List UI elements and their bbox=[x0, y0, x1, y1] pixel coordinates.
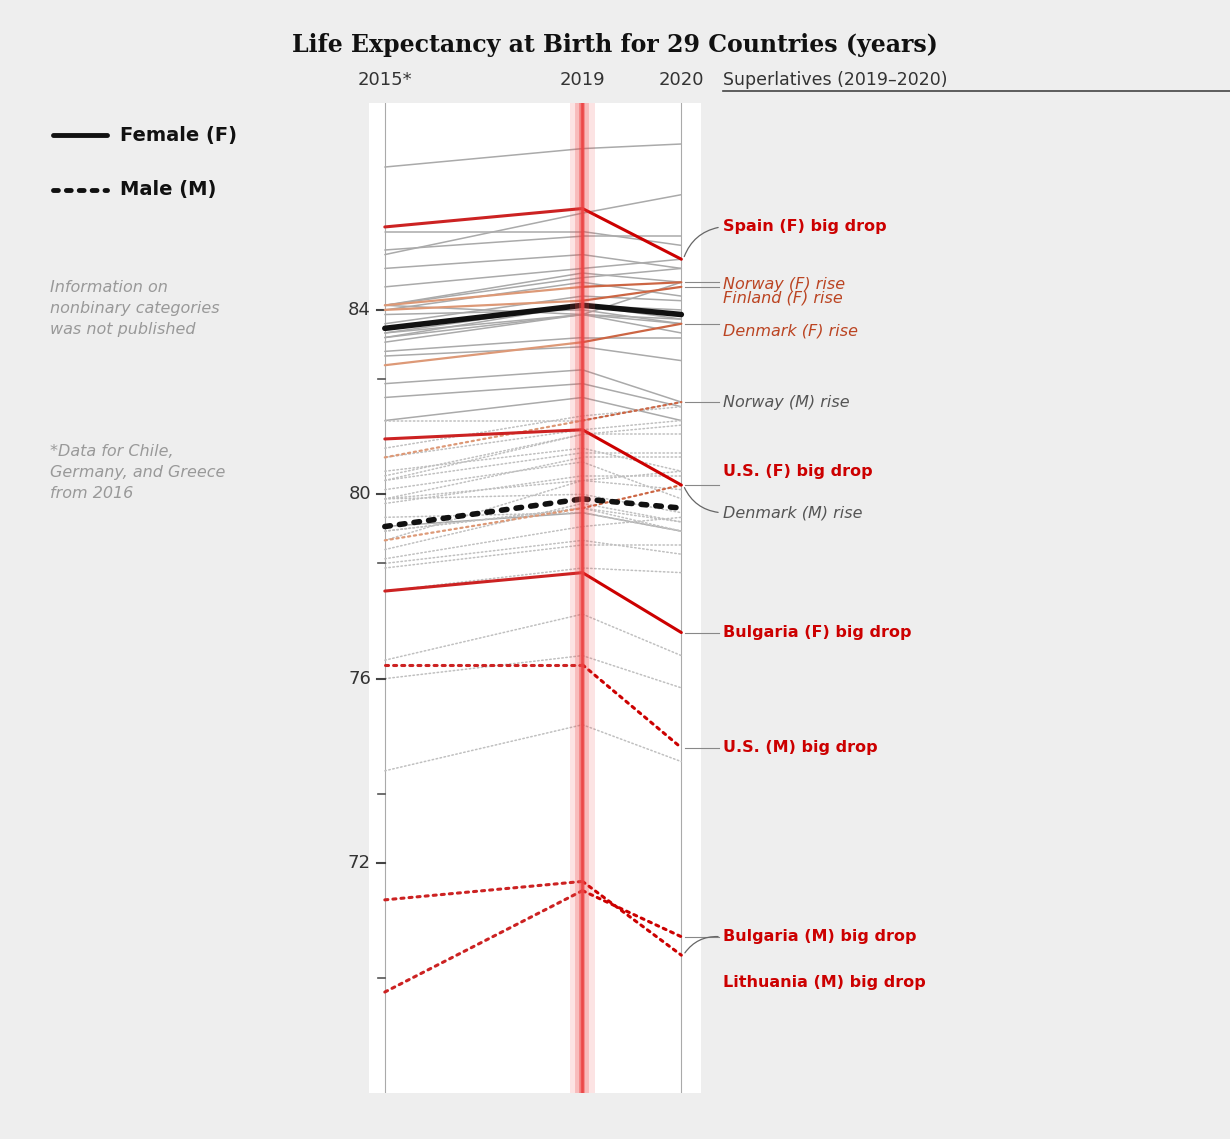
Text: Norway (F) rise: Norway (F) rise bbox=[723, 277, 845, 292]
Text: Norway (M) rise: Norway (M) rise bbox=[723, 394, 850, 410]
Text: Finland (F) rise: Finland (F) rise bbox=[723, 290, 843, 306]
Text: Denmark (F) rise: Denmark (F) rise bbox=[723, 323, 857, 338]
Text: 2019: 2019 bbox=[560, 71, 605, 89]
Text: Life Expectancy at Birth for 29 Countries (years): Life Expectancy at Birth for 29 Countrie… bbox=[292, 33, 938, 57]
Text: U.S. (M) big drop: U.S. (M) big drop bbox=[723, 740, 877, 755]
Text: U.S. (F) big drop: U.S. (F) big drop bbox=[723, 464, 872, 478]
Text: 76: 76 bbox=[348, 670, 371, 688]
Text: 72: 72 bbox=[348, 854, 371, 872]
Text: Superlatives (2019–2020): Superlatives (2019–2020) bbox=[723, 71, 947, 89]
Text: Female (F): Female (F) bbox=[121, 125, 237, 145]
Text: 80: 80 bbox=[348, 485, 371, 503]
Text: Bulgaria (F) big drop: Bulgaria (F) big drop bbox=[723, 625, 911, 640]
Text: 2020: 2020 bbox=[658, 71, 704, 89]
Text: Denmark (M) rise: Denmark (M) rise bbox=[723, 506, 862, 521]
Text: 84: 84 bbox=[348, 301, 371, 319]
Text: Male (M): Male (M) bbox=[121, 180, 216, 199]
Text: Bulgaria (M) big drop: Bulgaria (M) big drop bbox=[723, 929, 916, 944]
Text: Spain (F) big drop: Spain (F) big drop bbox=[723, 220, 887, 235]
Text: Information on
nonbinary categories
was not published: Information on nonbinary categories was … bbox=[49, 280, 219, 337]
Text: Lithuania (M) big drop: Lithuania (M) big drop bbox=[723, 975, 926, 990]
Text: 2015*: 2015* bbox=[358, 71, 412, 89]
Text: *Data for Chile,
Germany, and Greece
from 2016: *Data for Chile, Germany, and Greece fro… bbox=[49, 444, 225, 501]
